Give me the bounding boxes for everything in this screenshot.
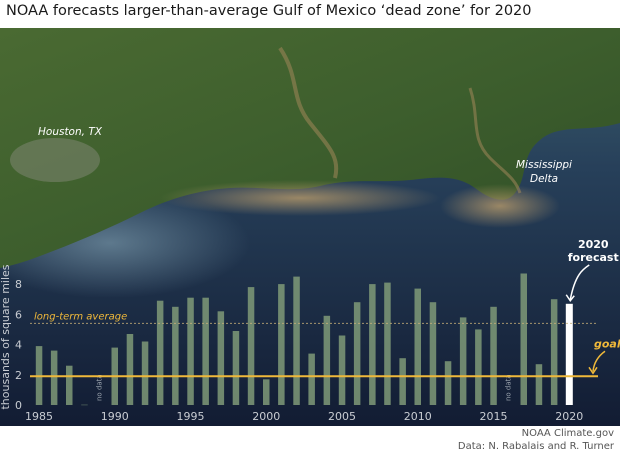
- forecast-arrowhead: [565, 294, 575, 303]
- river-channel: [278, 46, 339, 179]
- bar-2018: [535, 364, 543, 405]
- y-tick-label-0: 0: [15, 399, 22, 412]
- delta-sediment: [440, 184, 560, 228]
- x-tick-label-2010: 2010: [404, 410, 432, 423]
- dead-zone-chart: Houston, TX Mississippi Delta no data no …: [0, 28, 620, 426]
- goal-label: goal: [594, 337, 620, 350]
- bar-1987: [66, 365, 73, 405]
- x-tick-label-2000: 2000: [252, 410, 280, 423]
- x-tick-label-2015: 2015: [480, 410, 508, 423]
- bar-2014: [475, 329, 482, 405]
- credit-data: Data: N. Rabalais and R. Turner: [457, 441, 614, 452]
- y-tick-label-2: 2: [15, 369, 22, 382]
- bar-1991: [126, 334, 134, 405]
- no-data-label-2016: no data: [505, 374, 513, 401]
- bar-2011: [429, 302, 437, 405]
- mississippi-river: [468, 87, 522, 194]
- goal-arrowhead: [588, 366, 598, 375]
- bar-1997: [217, 311, 225, 405]
- bar-2007: [369, 284, 376, 405]
- y-axis-label: thousands of square miles: [0, 264, 12, 409]
- x-tick-label-1995: 1995: [177, 410, 205, 423]
- bar-2019: [550, 299, 558, 405]
- bar-2008: [384, 282, 391, 405]
- bar-2004: [323, 315, 331, 405]
- bar-2000: [263, 379, 270, 405]
- houston-urban-area: [10, 138, 100, 182]
- page-title: NOAA forecasts larger-than-average Gulf …: [6, 3, 532, 19]
- long-term-average-label: long-term average: [34, 311, 127, 322]
- x-tick-label-2020: 2020: [555, 410, 583, 423]
- bar-2017: [520, 273, 527, 405]
- bar-2009: [399, 358, 406, 405]
- delta-label-line2: Delta: [530, 173, 558, 185]
- forecast-label-year: 2020: [578, 238, 609, 251]
- bar-2002: [293, 276, 300, 405]
- y-tick-label-4: 4: [15, 339, 22, 352]
- forecast-arrow: [569, 264, 590, 300]
- y-tick-label-6: 6: [15, 308, 22, 321]
- credit-source: NOAA Climate.gov: [521, 428, 614, 439]
- bar-1996: [202, 297, 209, 405]
- bar-2012: [444, 361, 452, 405]
- bar-1994: [172, 306, 179, 405]
- x-tick-label-1990: 1990: [101, 410, 129, 423]
- bar-1995: [187, 297, 194, 405]
- bar-2013: [459, 317, 467, 405]
- bar-1992: [141, 341, 149, 405]
- y-tick-label-8: 8: [15, 278, 22, 291]
- forecast-bar-2020: [565, 303, 573, 405]
- delta-label-line1: Mississippi: [516, 159, 572, 171]
- bar-1999: [247, 287, 255, 405]
- coastal-sediment: [160, 180, 440, 216]
- bar-2010: [414, 288, 421, 405]
- chart-figure: Houston, TX Mississippi Delta no data no …: [0, 28, 620, 426]
- x-tick-label-1985: 1985: [25, 410, 53, 423]
- bar-2006: [353, 302, 361, 405]
- bar-1988: [81, 404, 88, 406]
- bar-2015: [490, 306, 497, 405]
- forecast-label-text: forecast: [568, 251, 619, 264]
- bar-2003: [308, 353, 315, 405]
- houston-label: Houston, TX: [38, 126, 103, 138]
- bar-1998: [232, 331, 240, 405]
- bar-2001: [278, 284, 285, 405]
- coastline-land: [0, 28, 620, 268]
- no-data-label-1989: no data: [96, 374, 104, 401]
- bar-1993: [156, 300, 164, 405]
- x-tick-label-2005: 2005: [328, 410, 356, 423]
- bar-1986: [50, 350, 58, 405]
- goal-arrow: [592, 350, 606, 372]
- bar-2005: [338, 335, 346, 405]
